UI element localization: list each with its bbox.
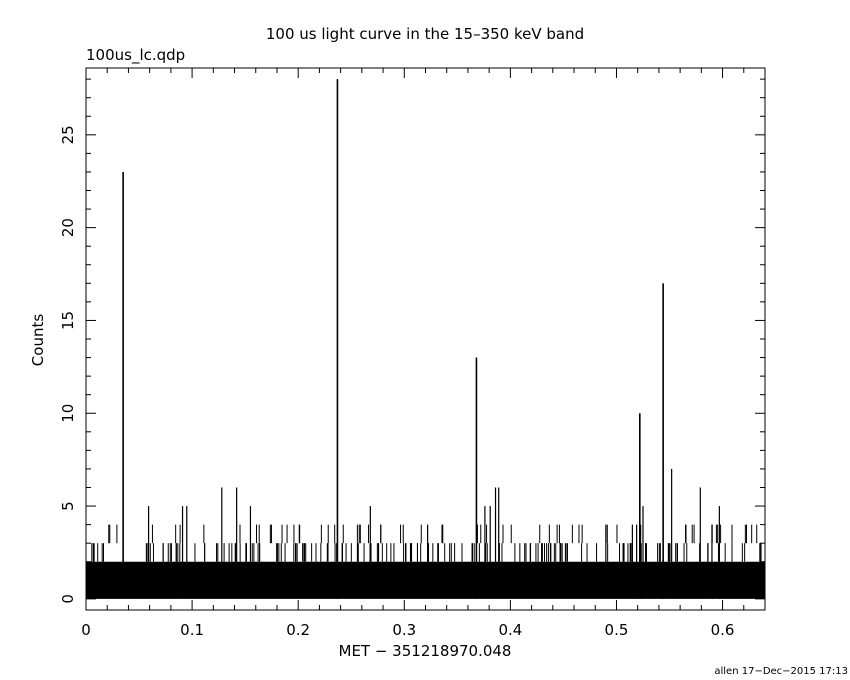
y-tick-label: 5 <box>59 501 77 511</box>
chart-subtitle: 100us_lc.qdp <box>86 46 185 65</box>
x-tick-label: 0.2 <box>286 621 310 639</box>
y-axis-label: Counts <box>29 314 47 367</box>
y-tick-label: 25 <box>59 125 77 144</box>
y-tick-label: 20 <box>59 218 77 237</box>
x-tick-label: 0.4 <box>498 621 522 639</box>
x-tick-label: 0.6 <box>711 621 735 639</box>
footer-credit: allen 17−Dec−2015 17:13 <box>714 666 848 677</box>
chart-title: 100 us light curve in the 15–350 keV ban… <box>266 25 584 43</box>
x-axis-tick-labels: 0 0.1 0.2 0.3 0.4 0.5 0.6 <box>81 621 734 639</box>
y-tick-label: 15 <box>59 311 77 330</box>
x-tick-label: 0.3 <box>392 621 416 639</box>
x-tick-label: 0.1 <box>180 621 204 639</box>
y-tick-label: 0 <box>59 594 77 604</box>
x-tick-label: 0 <box>81 621 91 639</box>
x-axis-label: MET − 351218970.048 <box>339 642 512 660</box>
background-band <box>86 561 765 599</box>
y-axis-ticks <box>86 78 765 600</box>
x-tick-label: 0.5 <box>605 621 629 639</box>
x-axis-ticks <box>85 68 766 610</box>
y-tick-label: 10 <box>59 404 77 423</box>
spike-bars <box>122 79 720 599</box>
y-axis-tick-labels: 0 5 10 15 20 25 <box>59 125 77 603</box>
background-bars <box>86 524 765 599</box>
